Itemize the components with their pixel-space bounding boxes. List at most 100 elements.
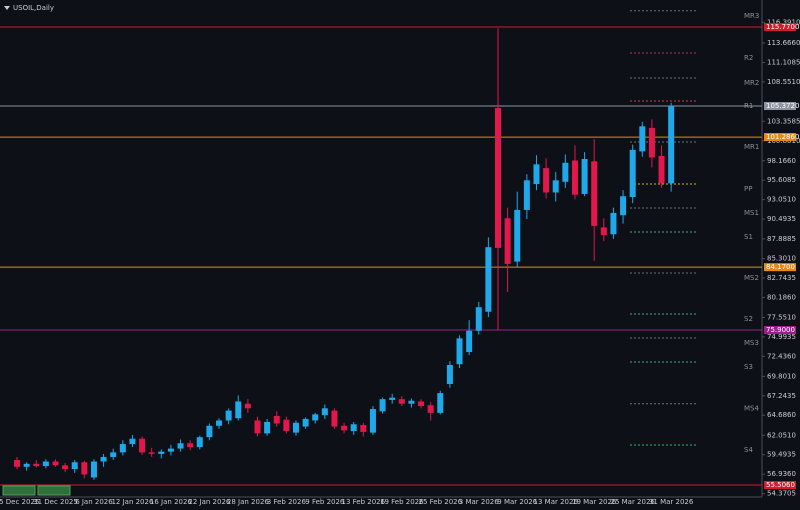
x-tick-label: 31 Mar 2026 [649,498,694,506]
y-tick-label: 90.4935 [767,215,796,223]
x-tick-label: 3 Feb 2026 [267,498,307,506]
candle-body [225,410,232,421]
candle-body [110,452,117,457]
candle-body [360,425,367,432]
level-label: 105.3720 [766,102,799,110]
pivot-label: S2 [744,315,753,323]
x-tick-label: 12 Jan 2026 [111,498,154,506]
candle-body [100,456,107,462]
indicator-badge [37,485,71,496]
pivot-label: MR2 [744,79,759,87]
candle-body [42,461,49,467]
candle-body [350,424,357,432]
candle-body [206,425,213,438]
candle-body [283,419,290,432]
symbol-menu-icon[interactable] [4,6,10,10]
y-tick-label: 59.4935 [767,451,796,459]
candle-body [418,401,425,407]
candle-body [119,444,126,453]
x-tick-label: 9 Feb 2026 [305,498,345,506]
x-tick-label: 25 Mar 2026 [610,498,655,506]
candle-body [254,420,261,434]
level-label-box [764,263,796,272]
y-tick-label: 64.6860 [767,411,796,419]
candle-body [264,421,271,434]
pivot-label: S3 [744,363,753,371]
pivot-label: PP [744,185,752,193]
candle-body [591,161,598,226]
y-tick-label: 56.9360 [767,470,796,478]
candle-body [475,307,482,331]
pivot-label: MS1 [744,209,759,217]
level-label: 115.7700 [766,23,799,31]
candle-body [648,127,655,158]
candle-body [148,452,155,454]
pivot-label: MS2 [744,274,759,282]
candle-body [571,160,578,195]
x-tick-label: 19 Mar 2026 [572,498,617,506]
x-tick-label: 3 Mar 2026 [459,498,499,506]
x-tick-label: 19 Feb 2026 [380,498,424,506]
candle-body [302,418,309,427]
candle-body [81,462,88,475]
x-tick-label: 25 Feb 2026 [418,498,462,506]
x-tick-label: 13 Feb 2026 [342,498,386,506]
pivot-label: MR3 [744,12,759,20]
candle-body [167,448,174,452]
x-tick-label: 9 Mar 2026 [497,498,537,506]
candle-body [62,465,69,470]
y-tick-label: 67.2435 [767,392,796,400]
candle-body [398,399,405,404]
chart-title: USOIL,Daily [13,4,54,12]
x-tick-label: 25 Dec 2025 [0,498,39,506]
candle-body [437,393,444,413]
level-label-box [764,481,796,490]
candle-body [341,425,348,431]
candle-body [504,218,511,264]
candle-body [658,155,665,184]
candle-body [552,180,559,193]
candle-body [52,461,59,466]
candle-body [446,364,453,384]
candle-body [244,403,251,409]
y-tick-label: 113.6660 [767,39,800,47]
x-tick-label: 28 Jan 2026 [227,498,270,506]
candle-body [292,422,299,433]
candle-body [620,196,627,216]
candle-body [562,162,569,182]
x-tick-label: 6 Jan 2026 [75,498,113,506]
x-tick-label: 13 Mar 2026 [534,498,579,506]
indicator-badge [2,485,36,496]
y-tick-label: 54.3705 [767,490,796,498]
candle-body [639,126,646,152]
y-tick-label: 93.0510 [767,196,796,204]
pivot-label: S4 [744,446,753,454]
candle-body [312,414,319,421]
candle-body [331,410,338,427]
y-tick-label: 85.3010 [767,255,796,263]
pivot-label: MS4 [744,405,759,413]
candle-body [23,463,30,467]
pivot-label: MS3 [744,339,759,347]
level-label: 55.5060 [766,481,795,489]
candle-body [369,409,376,433]
y-tick-label: 95.6085 [767,176,796,184]
candle-body [485,247,492,312]
y-tick-label: 72.4360 [767,352,796,360]
y-tick-label: 74.9935 [767,333,796,341]
y-tick-label: 116.3910 [767,18,800,26]
candle-body [389,397,396,400]
candle-body [514,209,521,262]
candle-body [71,462,78,470]
candle-body [129,438,136,445]
y-tick-label: 87.8885 [767,235,796,243]
candle-body [495,108,501,248]
candle-body [139,438,146,453]
y-tick-label: 80.1860 [767,293,796,301]
level-label-box [764,326,796,335]
level-label: 101.2860 [766,133,799,141]
candle-body [543,168,550,193]
candle-body [379,399,386,412]
candle-body [158,451,165,454]
